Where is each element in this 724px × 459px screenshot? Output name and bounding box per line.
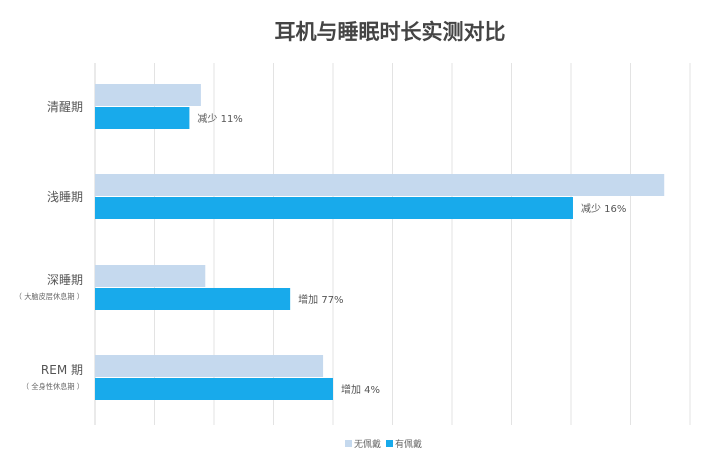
bar-no-wear — [95, 265, 206, 287]
category-label: 清醒期 — [47, 100, 83, 114]
legend-label-wear: 有佩戴 — [395, 438, 422, 450]
bar-annotation: 减少 11% — [197, 113, 242, 125]
bar-annotation: 增加 77% — [298, 293, 343, 306]
bar-annotation: 增加 4% — [341, 383, 380, 396]
legend: 无佩戴 有佩戴 — [345, 438, 422, 450]
legend-swatch-no-wear — [345, 440, 352, 447]
category-label: 深睡期 — [47, 273, 83, 287]
bar-no-wear — [95, 355, 324, 377]
category-label: 浅睡期 — [47, 190, 83, 204]
bar-annotation: 减少 16% — [581, 203, 626, 215]
legend-label-no-wear: 无佩戴 — [354, 438, 381, 450]
bar-no-wear — [95, 84, 201, 106]
category-label: REM 期 — [41, 363, 83, 377]
category-sublabel: （ 全身性休息期 ） — [22, 382, 84, 391]
bar-wear — [95, 378, 333, 400]
bar-wear — [95, 107, 190, 129]
bar-annotations: 减少 11% 减少 16% 增加 77% 增加 4% — [197, 113, 626, 396]
bar-wear — [95, 288, 291, 310]
bar-no-wear — [95, 174, 665, 196]
category-sublabel: （ 大脑皮层休息期 ） — [15, 292, 84, 301]
bars-group — [95, 84, 665, 400]
legend-swatch-wear — [386, 440, 393, 447]
bar-wear — [95, 197, 573, 219]
chart-title: 耳机与睡眠时长实测对比 — [275, 20, 506, 44]
